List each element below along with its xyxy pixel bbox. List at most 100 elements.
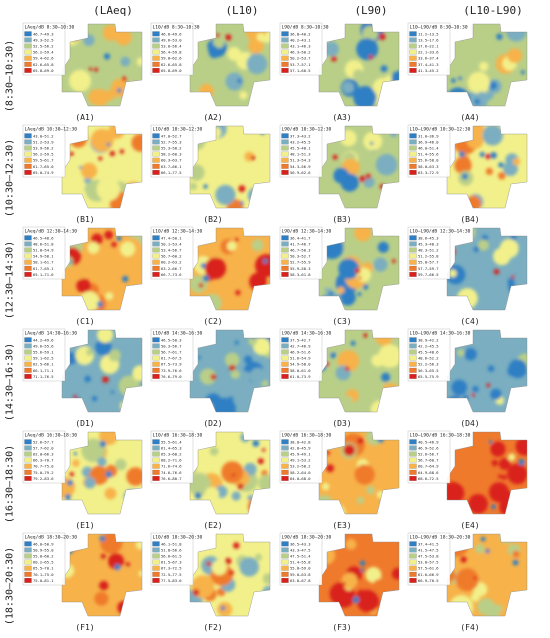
legend-entry: 50.3–56.7	[161, 343, 182, 348]
panel-label: (B4)	[460, 215, 480, 224]
panel-label: (F1)	[75, 623, 95, 632]
legend-entry: 55.8–59.0	[290, 566, 311, 571]
legend-swatch	[409, 571, 417, 577]
column-header-l10: (L10)	[225, 4, 259, 17]
legend-entry: 60.3–63.7	[161, 158, 182, 163]
legend-entry: 59.0–63.8	[290, 572, 311, 577]
legend-swatch	[152, 361, 160, 367]
legend-swatch	[409, 463, 417, 469]
panel-label: (C4)	[460, 317, 480, 326]
legend-swatch	[409, 43, 417, 49]
legend-swatch	[409, 55, 417, 61]
legend-swatch	[409, 169, 417, 175]
panel-label: (B2)	[203, 215, 223, 224]
panel-c4: L10–L90/dB 12:30–14:30 38.6–45.3 45.3–48.3…	[407, 226, 533, 330]
legend-title: L90/dB 14:30–16:30	[282, 331, 332, 337]
legend-entry: 56.9–62.6	[290, 170, 311, 175]
legend-swatch	[281, 469, 289, 475]
legend-entry: 47.5–53.8	[418, 554, 439, 559]
legend-swatch	[24, 541, 32, 547]
legend-entry: 76.6–80.7	[161, 476, 182, 481]
legend-swatch	[152, 265, 160, 271]
legend-entry: 36.8–40.2	[290, 31, 311, 36]
legend-entry: 46.6–49.6	[161, 31, 182, 36]
legend-entry: 55.3–58.2	[161, 146, 182, 151]
legend-title: LAeq/dB 10:30–12:30	[25, 127, 78, 133]
legend-entry: 43.0–51.2	[33, 133, 54, 138]
legend-swatch	[281, 565, 289, 571]
legend-swatch	[409, 37, 417, 43]
legend-entry: 36.4–41.7	[290, 235, 311, 240]
legend-entry: 68.2–71.6	[161, 458, 182, 463]
legend-swatch	[152, 259, 160, 265]
panel-label: (A2)	[203, 113, 223, 122]
column-header-l10-l90: (L10-L90)	[463, 4, 523, 17]
legend-swatch	[24, 547, 32, 553]
legend-entry: 45.9–49.1	[290, 452, 311, 457]
legend-swatch	[409, 259, 417, 265]
legend-swatch	[409, 475, 417, 481]
legend-entry: 56.7–61.7	[161, 350, 182, 355]
legend-entry: 70.7–75.0	[33, 464, 54, 469]
legend-entry: 66.1–71.1	[33, 368, 54, 373]
legend-entry: 53.8–57.5	[418, 560, 439, 565]
legend-title: L10/dB 12:30–14:30	[153, 229, 203, 235]
legend-entry: 50.1–53.4	[161, 241, 182, 246]
legend-swatch	[281, 439, 289, 445]
legend-swatch	[24, 247, 32, 253]
legend-swatch	[409, 253, 417, 259]
legend-swatch	[409, 553, 417, 559]
legend-swatch	[409, 241, 417, 247]
panel-e1: LAeq/dB 16:30–18:30 52.6–57.7 57.7–62.0 62.…	[22, 430, 148, 534]
legend-entry: 51.2–53.9	[33, 139, 54, 144]
legend-title: LAeq/dB 12:30–14:30	[25, 229, 78, 235]
legend-entry: 65.8–69.0	[33, 68, 54, 73]
legend-entry: 46.5–50.3	[161, 337, 182, 342]
legend-entry: 41.5–47.5	[418, 547, 439, 552]
legend-entry: 54.3–56.9	[290, 164, 311, 169]
legend-entry: 43.1–46.3	[290, 44, 311, 49]
legend-entry: 65.5–75.9	[418, 374, 439, 379]
legend-swatch	[409, 133, 417, 139]
legend-swatch	[152, 271, 160, 277]
legend-swatch	[152, 343, 160, 349]
legend-title: L10–L90/dB 10:30–12:30	[410, 127, 471, 133]
legend-entry: 57.7–62.0	[33, 445, 54, 450]
legend-swatch	[281, 145, 289, 151]
legend-entry: 48.6–52.2	[418, 356, 439, 361]
legend-swatch	[24, 463, 32, 469]
legend-swatch	[281, 373, 289, 379]
panel-f1: LAeq/dB 18:30–20:30 46.0–50.9 50.9–55.0 55.…	[22, 532, 148, 636]
legend-entry: 45.5–48.1	[290, 146, 311, 151]
legend-entry: 47.4–50.1	[161, 235, 182, 240]
legend-entry: 60.2–65.5	[33, 560, 54, 565]
legend-entry: 49.3–52.5	[33, 37, 54, 42]
legend-entry: 65.5–70.1	[33, 566, 54, 571]
panel-label: (E3)	[332, 521, 352, 530]
legend-entry: 59.8–62.6	[161, 56, 182, 61]
legend-swatch	[281, 571, 289, 577]
legend-swatch	[409, 349, 417, 355]
panel-a2: L10/dB 8:30–10:30 46.6–49.6 49.6–53.0 53.0–…	[150, 22, 276, 126]
legend-entry: 51.8–54.9	[33, 248, 54, 253]
legend-entry: 49.6–53.0	[161, 37, 182, 42]
legend-entry: 56.2–59.5	[33, 152, 54, 157]
legend-swatch	[152, 67, 160, 73]
legend-swatch	[24, 445, 32, 451]
row-header-e: (16:30–18:30)	[4, 444, 16, 524]
legend-swatch	[281, 343, 289, 349]
legend-entry: 43.3–47.5	[290, 547, 311, 552]
legend-entry: 22.1–33.6	[418, 50, 439, 55]
legend-swatch	[152, 133, 160, 139]
